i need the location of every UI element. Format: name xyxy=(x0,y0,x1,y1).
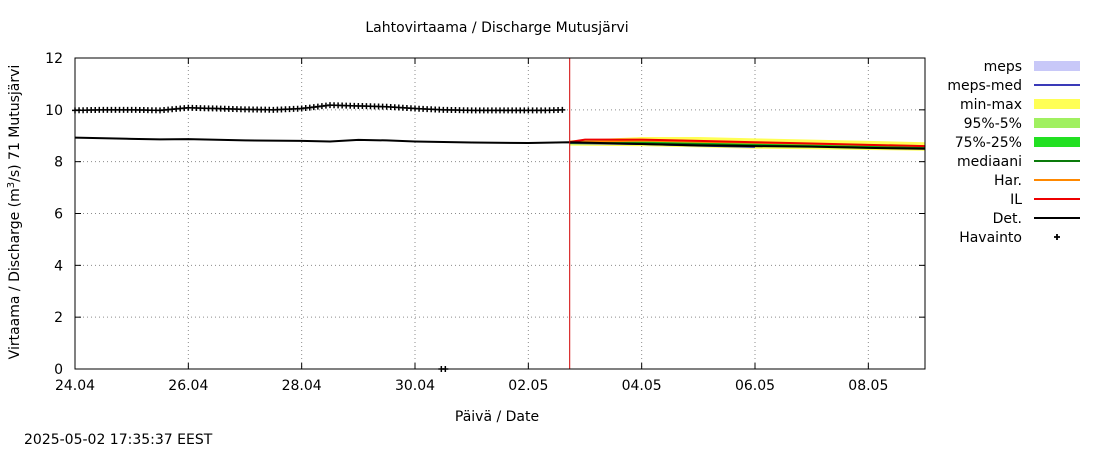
series-lines xyxy=(74,58,926,369)
plot-background xyxy=(75,58,925,369)
legend-label-har: Har. xyxy=(994,173,1022,189)
plot-frame xyxy=(74,57,926,370)
grid-lines xyxy=(75,58,925,369)
x-tick-label: 08.05 xyxy=(848,378,888,394)
x-tick-label: 26.04 xyxy=(168,378,208,394)
x-tick-label: 28.04 xyxy=(282,378,322,394)
y-tick-label: 12 xyxy=(45,51,63,67)
y-tick-label: 8 xyxy=(54,155,63,171)
legend-label-det: Det. xyxy=(993,211,1022,227)
legend: meps meps-med min-max 95%-5% 75%-25% mediaani… xyxy=(947,59,1080,246)
legend-swatch-havainto xyxy=(1054,234,1060,240)
chart-title: Lahtovirtaama / Discharge Mutusjärvi xyxy=(365,20,628,36)
x-tick-label: 02.05 xyxy=(508,378,548,394)
y-tick-label: 2 xyxy=(54,310,63,326)
y-tick-label: 0 xyxy=(54,362,63,378)
x-tick-label: 04.05 xyxy=(622,378,662,394)
legend-label-p75_25: 75%-25% xyxy=(955,135,1022,151)
x-tick-labels: 24.04 26.04 28.04 30.04 02.05 04.05 06.05 08.05 xyxy=(55,378,888,394)
x-tick-label: 30.04 xyxy=(395,378,435,394)
plot-area xyxy=(75,58,925,369)
legend-label-minmax: min-max xyxy=(960,97,1022,113)
legend-swatch-p95_5 xyxy=(1034,118,1080,128)
det-line xyxy=(74,136,926,150)
legend-swatch-p75_25 xyxy=(1034,137,1080,147)
x-tick-label: 24.04 xyxy=(55,378,95,394)
il-line xyxy=(569,138,926,148)
plot-border xyxy=(74,57,926,370)
legend-label-meps: meps xyxy=(984,59,1022,75)
legend-swatch-meps xyxy=(1034,61,1080,71)
legend-label-mediaani: mediaani xyxy=(957,154,1022,170)
legend-swatch-minmax xyxy=(1034,99,1080,109)
y-tick-labels: 0 2 4 6 8 10 12 xyxy=(45,51,63,378)
legend-label-il: IL xyxy=(1010,192,1022,208)
havainto-point xyxy=(559,106,566,113)
y-axis-label-post: /s) 71 Mutusjärvi xyxy=(7,65,23,182)
y-tick-label: 6 xyxy=(54,207,63,223)
legend-label-meps_med: meps-med xyxy=(947,78,1022,94)
legend-label-havainto: Havainto xyxy=(959,230,1022,246)
y-tick-label: 4 xyxy=(54,258,63,274)
timestamp: 2025-05-02 17:35:37 EEST xyxy=(24,432,213,448)
y-axis-label-pre: Virtaama / Discharge (m xyxy=(7,188,23,359)
y-axis-label-sup: 3 xyxy=(6,182,17,188)
x-tick-label: 06.05 xyxy=(735,378,775,394)
x-axis-label: Päivä / Date xyxy=(455,409,539,425)
y-tick-label: 10 xyxy=(45,103,63,119)
legend-label-p95_5: 95%-5% xyxy=(964,116,1022,132)
y-axis-label: Virtaama / Discharge (m3/s) 71 Mutusjärv… xyxy=(6,65,23,360)
